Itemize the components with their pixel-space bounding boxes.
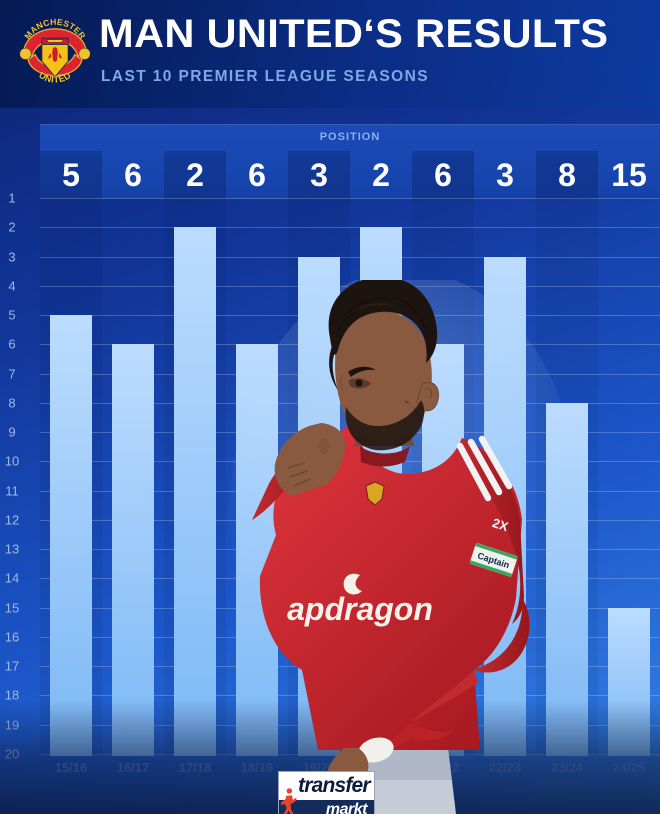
- svg-text:apdragon: apdragon: [287, 591, 433, 627]
